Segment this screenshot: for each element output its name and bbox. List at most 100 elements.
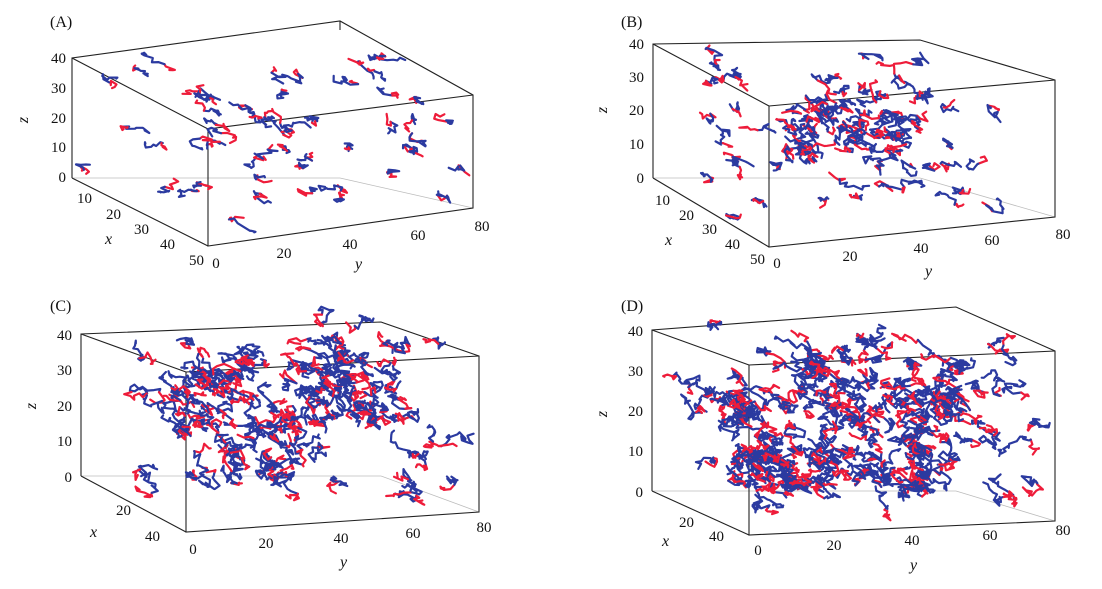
blue-chain-segment — [180, 360, 208, 376]
blue-chain-segment — [354, 351, 370, 367]
red-chain-segment — [284, 492, 300, 502]
red-chain-segment — [178, 385, 191, 399]
red-chain-segment — [375, 56, 385, 61]
blue-chain-segment — [303, 115, 320, 124]
blue-chain-segment — [253, 173, 266, 181]
red-chain-segment — [899, 399, 910, 410]
blue-chain-segment — [838, 98, 857, 108]
blue-chain-segment — [238, 343, 261, 365]
red-chain-segment — [149, 391, 166, 405]
red-chain-segment — [816, 445, 824, 454]
red-chain-segment — [1000, 490, 1013, 500]
blue-chain-segment — [671, 371, 701, 386]
red-chain-segment — [908, 478, 924, 486]
z-tick-label: 40 — [51, 51, 66, 67]
blue-chain-segment — [223, 440, 258, 454]
blue-chain-segment — [909, 115, 922, 131]
red-chain-segment — [206, 139, 214, 148]
red-chain-segment — [784, 419, 796, 430]
red-chain-segment — [181, 89, 200, 96]
red-chain-segment — [221, 454, 233, 473]
red-chain-segment — [220, 379, 233, 391]
red-chain-segment — [1020, 391, 1030, 401]
x-tick-label: 20 — [116, 503, 131, 519]
blue-chain-segment — [294, 384, 316, 399]
blue-chain-segment — [914, 441, 933, 469]
blue-chain-segment — [818, 423, 830, 449]
blue-chain-segment — [261, 460, 277, 472]
y-tick-label: 60 — [985, 233, 1000, 249]
red-chain-segment — [214, 122, 231, 133]
blue-chain-segment — [201, 357, 236, 378]
red-chain-segment — [907, 391, 923, 409]
red-chain-segment — [236, 433, 255, 440]
red-chain-segment — [321, 374, 341, 387]
blue-chain-segment — [802, 398, 822, 413]
red-chain-segment — [714, 74, 725, 84]
red-chain-segment — [391, 356, 397, 366]
red-chain-segment — [815, 389, 827, 397]
blue-chain-segment — [882, 108, 899, 118]
red-chain-segment — [138, 351, 157, 365]
blue-chain-segment — [408, 132, 427, 148]
blue-chain-segment — [376, 86, 394, 97]
red-chain-segment — [704, 457, 719, 468]
blue-chain-segment — [192, 181, 202, 189]
blue-chain-segment — [297, 161, 309, 170]
red-chain-segment — [1001, 333, 1017, 347]
red-chain-segment — [307, 419, 320, 427]
y-axis-label: y — [338, 554, 348, 571]
y-tick-label: 40 — [914, 241, 929, 257]
y-tick-label: 40 — [334, 531, 349, 547]
blue-chain-segment — [769, 161, 783, 172]
chain-layer — [698, 44, 1005, 221]
blue-chain-segment — [900, 459, 926, 476]
blue-chain-segment — [800, 139, 824, 160]
red-chain-segment — [816, 79, 837, 96]
red-chain-segment — [403, 119, 414, 133]
red-chain-segment — [194, 99, 206, 112]
red-chain-segment — [848, 192, 860, 200]
chain-layer — [123, 305, 475, 506]
blue-chain-segment — [170, 394, 183, 433]
red-chain-segment — [899, 483, 910, 495]
blue-chain-segment — [916, 338, 947, 367]
red-chain-segment — [780, 109, 803, 115]
z-axis-label: z — [594, 410, 611, 418]
blue-chain-segment — [391, 335, 411, 354]
blue-chain-segment — [389, 429, 420, 459]
red-chain-segment — [162, 394, 179, 402]
blue-chain-segment — [836, 344, 852, 363]
blue-chain-segment — [206, 126, 223, 138]
y-tick-label: 80 — [1056, 523, 1071, 539]
blue-chain-segment — [435, 190, 452, 204]
blue-chain-segment — [319, 413, 335, 434]
blue-chain-segment — [74, 163, 92, 171]
z-tick-label: 30 — [629, 70, 644, 86]
blue-chain-segment — [872, 398, 910, 413]
blue-chain-segment — [800, 115, 814, 123]
blue-chain-segment — [790, 363, 819, 391]
y-tick-label: 40 — [343, 237, 358, 253]
red-chain-segment — [890, 332, 920, 344]
red-chain-segment — [433, 112, 451, 124]
blue-chain-segment — [845, 376, 868, 392]
red-chain-segment — [877, 90, 890, 100]
red-chain-segment — [422, 440, 439, 449]
z-tick-label: 20 — [57, 399, 72, 415]
red-chain-segment — [840, 401, 862, 422]
red-chain-segment — [758, 383, 781, 395]
red-chain-segment — [779, 458, 790, 469]
blue-chain-segment — [243, 155, 258, 170]
red-chain-segment — [834, 449, 856, 460]
blue-chain-segment — [380, 410, 400, 423]
blue-chain-segment — [267, 471, 293, 480]
red-chain-segment — [713, 58, 721, 65]
y-tick-label: 0 — [773, 256, 781, 272]
z-tick-label: 10 — [51, 140, 66, 156]
z-tick-label: 40 — [629, 37, 644, 53]
z-axis-label: z — [23, 402, 40, 410]
red-chain-segment — [882, 394, 894, 406]
red-chain-segment — [830, 345, 845, 354]
blue-chain-segment — [726, 470, 747, 487]
